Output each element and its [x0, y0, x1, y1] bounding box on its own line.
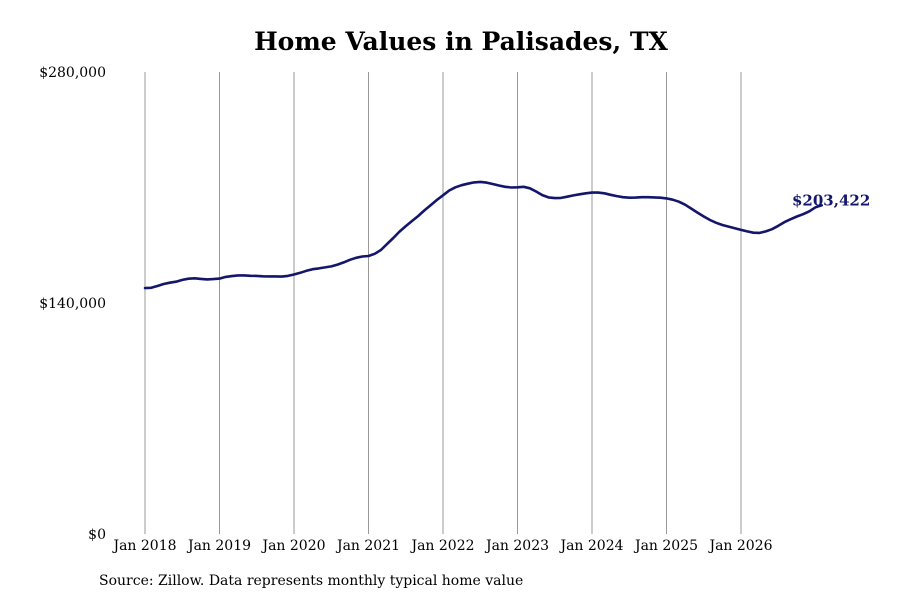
x-tick-label: Jan 2018 [111, 538, 176, 554]
x-tick-label: Jan 2026 [707, 538, 772, 554]
y-tick-label: $0 [88, 527, 106, 543]
x-tick-label: Jan 2021 [335, 538, 400, 554]
end-value-labels: $203,422 [792, 191, 870, 209]
vertical-gridlines [144, 72, 742, 534]
source-note: Source: Zillow. Data represents monthly … [99, 573, 524, 589]
y-tick-label: $140,000 [39, 296, 106, 312]
series-group [143, 180, 823, 290]
y-tick-label: $280,000 [39, 65, 106, 81]
x-tick-label: Jan 2020 [260, 538, 325, 554]
chart-title: Home Values in Palisades, TX [254, 27, 668, 56]
y-axis-ticks: $0 $140,000 $280,000 [39, 65, 106, 543]
end-value-label: $203,422 [792, 191, 870, 209]
x-axis-ticks: Jan 2018 Jan 2019 Jan 2020 Jan 2021 Jan 2022… [111, 538, 772, 554]
x-tick-label: Jan 2019 [186, 538, 251, 554]
x-tick-label: Jan 2025 [633, 538, 698, 554]
x-tick-label: Jan 2024 [558, 538, 623, 554]
x-tick-label: Jan 2023 [484, 538, 549, 554]
series-line [143, 180, 823, 290]
x-tick-label: Jan 2022 [409, 538, 474, 554]
